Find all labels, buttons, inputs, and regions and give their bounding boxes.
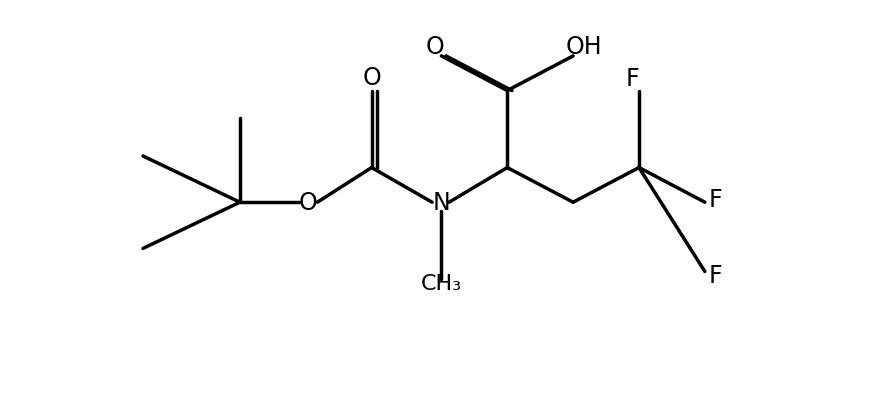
- Text: F: F: [709, 188, 722, 211]
- Text: O: O: [298, 191, 317, 215]
- Text: F: F: [626, 67, 640, 91]
- Text: F: F: [709, 263, 722, 287]
- Text: CH₃: CH₃: [421, 273, 462, 293]
- Text: O: O: [426, 35, 444, 59]
- Text: OH: OH: [565, 35, 602, 59]
- Text: O: O: [362, 66, 381, 90]
- Text: N: N: [433, 191, 451, 215]
